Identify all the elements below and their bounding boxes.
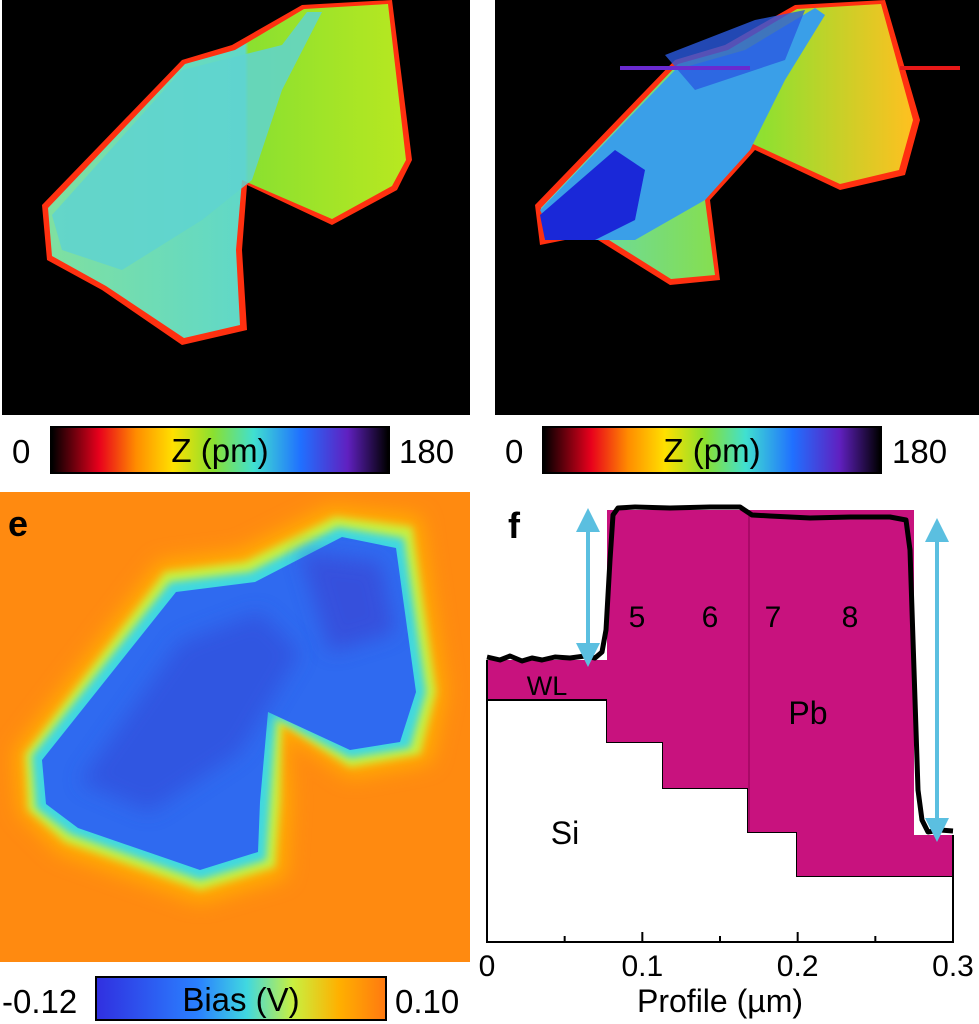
x-tick-label: 0 [479, 950, 496, 983]
colorbar-left: Z (pm) [50, 426, 390, 474]
x-tick-label: 0.2 [777, 950, 819, 983]
layer-label-7: 7 [765, 601, 782, 634]
bias-map-image [0, 492, 470, 962]
wl-label: WL [527, 671, 568, 701]
x-ticks: 0 0.1 0.2 0.3 [479, 932, 974, 983]
colorbar-right-title: Z (pm) [663, 432, 761, 469]
colorbar-right-min-label: 0 [505, 433, 524, 470]
wetting-layer [487, 660, 607, 700]
x-tick-label: 0.3 [932, 950, 974, 983]
x-tick-label: 0.1 [621, 950, 663, 983]
height-map-right [495, 0, 979, 415]
colorbar-bias-max-label: 0.10 [395, 983, 460, 1020]
panel-e-letter: e [8, 503, 29, 544]
height-map-right-image [535, 0, 960, 285]
bias-map: e [0, 492, 470, 962]
x-axis-label: Profile (µm) [637, 983, 803, 1019]
profile-line [486, 504, 954, 835]
layer-label-5: 5 [629, 601, 646, 634]
colorbar-right: Z (pm) [542, 426, 882, 474]
colorbar-bias-min-label: -0.12 [2, 983, 78, 1020]
colorbar-left-title: Z (pm) [171, 432, 269, 469]
colorbar-left-min-label: 0 [12, 433, 31, 470]
pb-label: Pb [788, 695, 827, 731]
profile-plot: 5 6 7 8 WL Pb Si 0 0.1 0.2 0.3 Profile (µm) [479, 504, 974, 1019]
layer-label-6: 6 [702, 601, 719, 634]
panel-f-letter: f [508, 505, 520, 546]
layer-label-8: 8 [842, 601, 859, 634]
pb-island [607, 510, 953, 876]
height-map-left-image [42, 0, 412, 345]
colorbar-left-max-label: 180 [399, 433, 455, 470]
colorbar-bias-title: Bias (V) [182, 981, 300, 1018]
height-map-left [2, 0, 470, 415]
colorbar-right-max-label: 180 [892, 433, 948, 470]
colorbar-bias: Bias (V) [95, 976, 387, 1021]
si-label: Si [551, 815, 579, 851]
